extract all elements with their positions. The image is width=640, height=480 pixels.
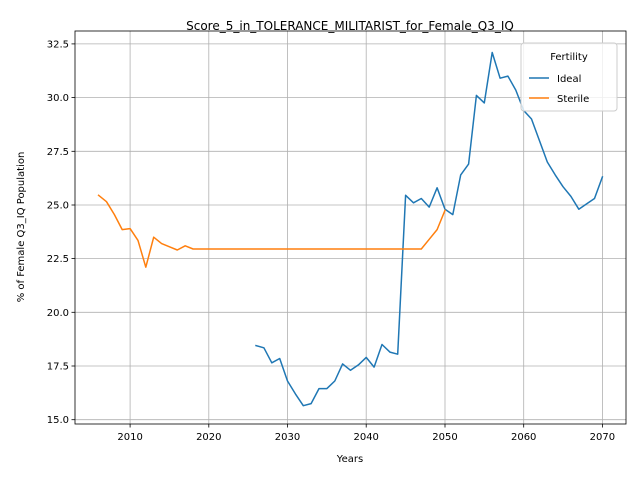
axis-ticks: 2010 2020 2030 2040 2050 2060 2070 15.0 17.5 20.0… — [47, 39, 615, 443]
y-tick-label: 22.5 — [47, 254, 69, 265]
legend: Fertility Ideal Sterile — [520, 42, 618, 112]
x-tick-label: 2040 — [353, 432, 378, 443]
y-tick-label: 32.5 — [47, 39, 69, 50]
plot-area-frame — [74, 30, 627, 425]
legend-label-ideal: Ideal — [557, 74, 581, 85]
series-line-sterile — [97, 194, 446, 268]
y-axis-label: % of Female Q3_IQ Population — [16, 152, 27, 303]
x-tick-label: 2070 — [590, 432, 615, 443]
legend-box — [520, 42, 618, 112]
grid-lines — [75, 31, 626, 424]
chart-title: Score_5_in_TOLERANCE_MILITARIST_for_Fema… — [186, 19, 514, 33]
y-tick-label: 17.5 — [47, 362, 69, 373]
x-tick-label: 2010 — [117, 432, 142, 443]
x-tick-label: 2060 — [511, 432, 536, 443]
y-tick-label: 25.0 — [47, 201, 69, 212]
y-tick-label: 30.0 — [47, 93, 69, 104]
y-tick-label: 15.0 — [47, 415, 69, 426]
series-lines — [97, 51, 604, 407]
legend-label-sterile: Sterile — [557, 94, 589, 105]
x-tick-label: 2020 — [196, 432, 221, 443]
x-tick-label: 2050 — [432, 432, 457, 443]
x-axis-label: Years — [336, 454, 363, 465]
y-tick-label: 20.0 — [47, 308, 69, 319]
x-tick-label: 2030 — [275, 432, 300, 443]
legend-title: Fertility — [550, 52, 588, 63]
series-line-ideal — [255, 51, 604, 407]
y-tick-label: 27.5 — [47, 147, 69, 158]
